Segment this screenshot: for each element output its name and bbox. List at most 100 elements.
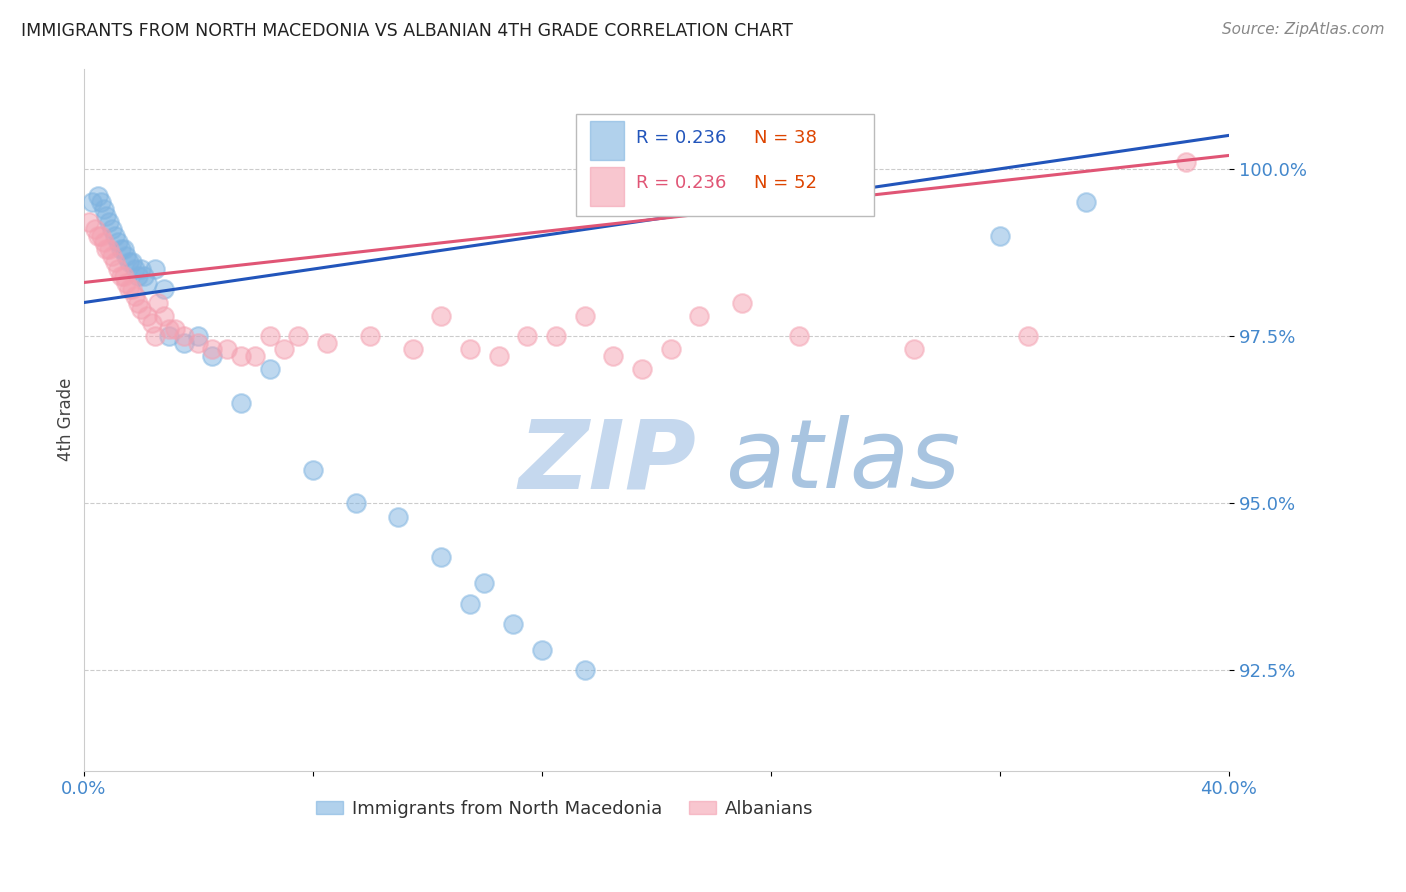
Text: R = 0.236: R = 0.236 (636, 128, 725, 146)
Point (530, 643, 553, 657)
Point (903, 343, 925, 357)
Point (110, 268, 132, 283)
Point (101, 222, 124, 236)
Point (602, 349, 624, 363)
Point (458, 597, 481, 611)
Point (121, 282, 143, 296)
Point (731, 295, 754, 310)
Point (245, 349, 267, 363)
Point (988, 228, 1011, 243)
Point (146, 295, 169, 310)
Point (112, 242, 135, 256)
Point (544, 329, 567, 343)
Point (143, 262, 166, 277)
Point (135, 309, 157, 323)
Point (152, 309, 174, 323)
Point (1017, 329, 1039, 343)
Point (201, 349, 224, 363)
Point (157, 322, 180, 336)
Point (135, 276, 157, 290)
Point (201, 343, 224, 357)
Point (516, 329, 538, 343)
Point (104, 228, 127, 243)
Point (124, 289, 146, 303)
Point (173, 329, 195, 343)
Point (157, 329, 180, 343)
Point (152, 282, 174, 296)
Point (107, 235, 129, 250)
Point (127, 295, 149, 310)
Point (229, 396, 252, 410)
Point (688, 309, 710, 323)
Point (187, 329, 209, 343)
Point (402, 343, 425, 357)
Point (387, 509, 409, 524)
Point (574, 664, 596, 678)
Point (127, 268, 149, 283)
Point (141, 316, 163, 330)
Point (96, 209, 118, 223)
Point (90, 195, 112, 210)
Point (430, 549, 453, 564)
Point (259, 362, 281, 376)
Point (87, 188, 110, 202)
Point (101, 249, 124, 263)
Text: Source: ZipAtlas.com: Source: ZipAtlas.com (1222, 22, 1385, 37)
Point (121, 255, 143, 269)
Point (359, 329, 381, 343)
Point (110, 242, 132, 256)
Point (631, 362, 654, 376)
Bar (589, 167, 624, 206)
Point (93, 202, 115, 216)
Point (132, 268, 155, 283)
Point (229, 349, 252, 363)
Point (112, 268, 135, 283)
Point (129, 302, 152, 317)
Point (104, 255, 127, 269)
Point (118, 282, 141, 296)
Point (90, 228, 112, 243)
Point (115, 249, 138, 263)
Point (316, 335, 339, 350)
Point (1175, 155, 1198, 169)
Point (287, 329, 309, 343)
Bar (576, 114, 875, 216)
Point (143, 329, 166, 343)
Point (187, 335, 209, 350)
Point (124, 262, 146, 277)
Text: N = 38: N = 38 (754, 128, 817, 146)
Point (129, 262, 152, 277)
Point (107, 262, 129, 277)
Point (165, 322, 187, 336)
Point (488, 349, 510, 363)
Point (301, 463, 323, 477)
Point (98, 215, 121, 229)
Point (1074, 195, 1097, 210)
Point (502, 616, 524, 631)
Point (77, 215, 100, 229)
Point (574, 309, 596, 323)
Point (82, 195, 104, 210)
Point (458, 343, 481, 357)
Point (93, 235, 115, 250)
Point (115, 276, 138, 290)
Point (118, 255, 141, 269)
Point (173, 335, 195, 350)
Text: atlas: atlas (725, 416, 960, 508)
Point (84, 222, 107, 236)
Point (789, 329, 811, 343)
Point (344, 496, 367, 510)
Y-axis label: 4th Grade: 4th Grade (58, 378, 75, 461)
Point (259, 329, 281, 343)
Point (96, 242, 118, 256)
Text: R = 0.236: R = 0.236 (636, 175, 725, 193)
Point (273, 343, 295, 357)
Point (430, 309, 453, 323)
Point (474, 576, 496, 591)
Text: IMMIGRANTS FROM NORTH MACEDONIA VS ALBANIAN 4TH GRADE CORRELATION CHART: IMMIGRANTS FROM NORTH MACEDONIA VS ALBAN… (21, 22, 793, 40)
Bar (589, 121, 624, 160)
Point (215, 343, 238, 357)
Text: N = 52: N = 52 (754, 175, 817, 193)
Point (659, 343, 682, 357)
Legend: Immigrants from North Macedonia, Albanians: Immigrants from North Macedonia, Albania… (308, 792, 821, 825)
